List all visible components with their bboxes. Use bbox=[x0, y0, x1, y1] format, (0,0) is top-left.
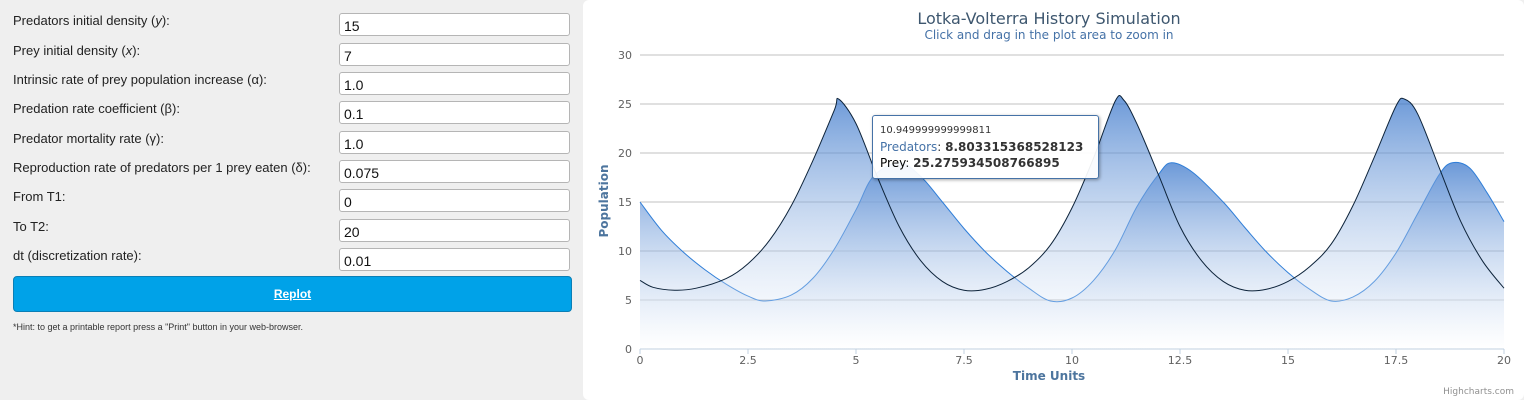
tooltip-series-value: 8.803315368528123 bbox=[945, 140, 1084, 154]
tooltip-x-value: 10.949999999999811 bbox=[880, 125, 992, 136]
series-prey[interactable] bbox=[639, 95, 1505, 349]
tooltip-series-value: 25.275934508766895 bbox=[913, 156, 1060, 170]
chart-tooltip: 10.949999999999811 Predators: 8.80331536… bbox=[872, 115, 1099, 179]
to-t2-label: To T2: bbox=[13, 219, 49, 234]
y-tick-label: 10 bbox=[618, 245, 632, 258]
x-tick-label: 15 bbox=[1281, 354, 1295, 367]
x-tick-label: 12.5 bbox=[1168, 354, 1193, 367]
dt-label: dt (discretization rate): bbox=[13, 248, 142, 263]
delta-label: Reproduction rate of predators per 1 pre… bbox=[13, 160, 311, 175]
series-area-fill bbox=[640, 95, 1504, 349]
y-tick-label: 5 bbox=[625, 294, 632, 307]
y-tick-label: 20 bbox=[618, 147, 632, 160]
x-tick-label: 5 bbox=[853, 354, 860, 367]
print-hint: *Hint: to get a printable report press a… bbox=[13, 322, 304, 332]
parameters-form: Predators initial density (y): Prey init… bbox=[0, 0, 583, 400]
alpha-label: Intrinsic rate of prey population increa… bbox=[13, 72, 267, 87]
tooltip-prey-row: Prey: 25.275934508766895 bbox=[880, 156, 1060, 170]
y-tick-label: 0 bbox=[625, 343, 632, 356]
from-t1-label: From T1: bbox=[13, 189, 66, 204]
y-tick-label: 15 bbox=[618, 196, 632, 209]
y-tick-label: 30 bbox=[618, 49, 632, 62]
prey-density-input[interactable] bbox=[339, 43, 570, 66]
x-tick-label: 10 bbox=[1065, 354, 1079, 367]
chart-subtitle: Click and drag in the plot area to zoom … bbox=[924, 28, 1173, 42]
replot-button[interactable]: Replot bbox=[13, 276, 572, 312]
tooltip-predators-row: Predators: 8.803315368528123 bbox=[880, 140, 1084, 154]
x-tick-label: 0 bbox=[637, 354, 644, 367]
x-tick-label: 2.5 bbox=[739, 354, 757, 367]
delta-input[interactable] bbox=[339, 160, 570, 183]
credits-link[interactable]: Highcharts.com bbox=[1443, 387, 1514, 397]
gamma-label: Predator mortality rate (γ): bbox=[13, 131, 164, 146]
axes: 0 5 10 15 20 25 30 0 2.5 5 7.5 10 12.5 15 17.5 20 bbox=[618, 49, 1511, 367]
dt-input[interactable] bbox=[339, 248, 570, 271]
beta-input[interactable] bbox=[339, 101, 570, 124]
predators-density-label: Predators initial density (y): bbox=[13, 13, 170, 28]
beta-label: Predation rate coefficient (β): bbox=[13, 101, 180, 116]
x-tick-label: 20 bbox=[1497, 354, 1511, 367]
to-t2-input[interactable] bbox=[339, 219, 570, 242]
chart-container[interactable]: Lotka-Volterra History Simulation Click … bbox=[583, 0, 1524, 400]
tooltip-series-name: Predators bbox=[880, 140, 938, 154]
prey-density-label: Prey initial density (x): bbox=[13, 43, 141, 58]
from-t1-input[interactable] bbox=[339, 189, 570, 212]
predators-density-input[interactable] bbox=[339, 13, 570, 36]
chart-title: Lotka-Volterra History Simulation bbox=[917, 9, 1180, 28]
alpha-input[interactable] bbox=[339, 72, 570, 95]
x-tick-label: 17.5 bbox=[1384, 354, 1409, 367]
tooltip-series-name: Prey bbox=[880, 156, 906, 170]
y-axis-title: Population bbox=[597, 164, 611, 237]
series-line[interactable] bbox=[639, 95, 1505, 292]
x-axis-title: Time Units bbox=[1013, 369, 1085, 383]
lotka-volterra-chart[interactable]: Lotka-Volterra History Simulation Click … bbox=[583, 0, 1524, 400]
x-tick-label: 7.5 bbox=[955, 354, 973, 367]
y-tick-label: 25 bbox=[618, 98, 632, 111]
gamma-input[interactable] bbox=[339, 131, 570, 154]
series-area[interactable] bbox=[639, 95, 1505, 349]
